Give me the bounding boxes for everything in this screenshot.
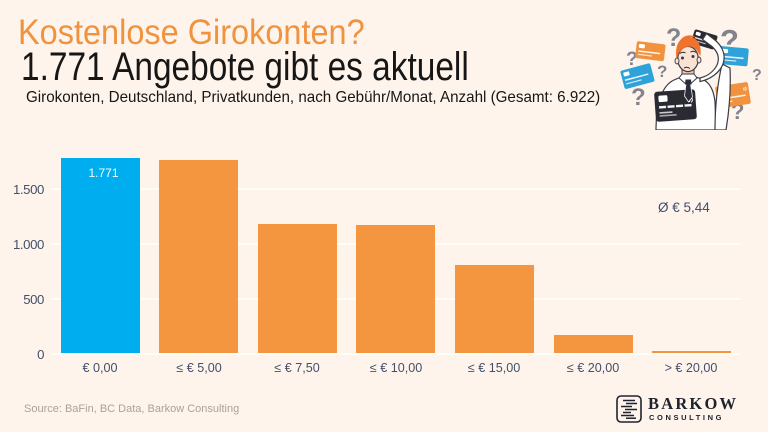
svg-text:BARKOW: BARKOW <box>648 394 738 413</box>
svg-text:?: ? <box>626 49 638 70</box>
svg-text:?: ? <box>752 67 762 84</box>
svg-text:?: ? <box>631 84 646 111</box>
svg-text:CONSULTING: CONSULTING <box>649 413 724 422</box>
svg-text:?: ? <box>657 62 667 81</box>
